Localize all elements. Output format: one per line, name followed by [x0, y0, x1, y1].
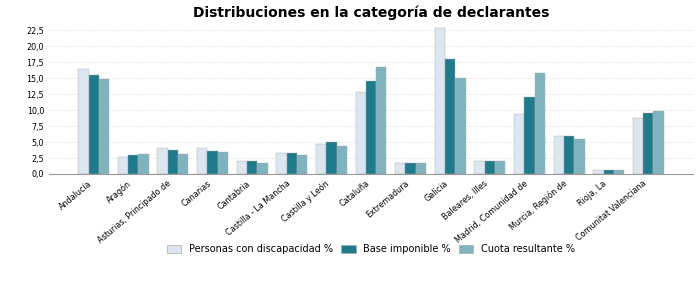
- Bar: [128, 155, 139, 174]
- Bar: [118, 158, 128, 174]
- Bar: [276, 153, 286, 174]
- Title: Distribuciones en la categoría de declarantes: Distribuciones en la categoría de declar…: [193, 6, 550, 20]
- Bar: [643, 113, 653, 174]
- Bar: [89, 75, 99, 174]
- Bar: [395, 163, 405, 174]
- Bar: [524, 97, 535, 174]
- Bar: [99, 79, 109, 174]
- Bar: [405, 163, 416, 174]
- Bar: [435, 28, 445, 174]
- Bar: [475, 160, 484, 174]
- Bar: [495, 160, 505, 174]
- Bar: [286, 153, 297, 174]
- Bar: [78, 69, 89, 174]
- Bar: [356, 92, 366, 174]
- Bar: [376, 67, 386, 174]
- Bar: [456, 78, 466, 174]
- Bar: [514, 114, 524, 174]
- Bar: [207, 151, 218, 174]
- Bar: [366, 81, 376, 174]
- Legend: Personas con discapacidad %, Base imponible %, Cuota resultante %: Personas con discapacidad %, Base imponi…: [165, 242, 577, 256]
- Bar: [445, 59, 456, 174]
- Bar: [158, 148, 168, 174]
- Bar: [564, 136, 574, 174]
- Bar: [337, 146, 346, 174]
- Bar: [316, 144, 326, 174]
- Bar: [535, 73, 545, 174]
- Bar: [554, 136, 564, 174]
- Bar: [139, 154, 149, 174]
- Bar: [484, 160, 495, 174]
- Bar: [574, 139, 584, 174]
- Bar: [258, 163, 267, 174]
- Bar: [633, 118, 643, 174]
- Bar: [297, 155, 307, 174]
- Bar: [653, 111, 664, 174]
- Bar: [218, 152, 228, 174]
- Bar: [416, 163, 426, 174]
- Bar: [614, 169, 624, 174]
- Bar: [237, 161, 247, 174]
- Bar: [593, 169, 603, 174]
- Bar: [178, 154, 188, 174]
- Bar: [168, 150, 178, 174]
- Bar: [603, 169, 614, 174]
- Bar: [247, 161, 258, 174]
- Bar: [326, 142, 337, 174]
- Bar: [197, 148, 207, 174]
